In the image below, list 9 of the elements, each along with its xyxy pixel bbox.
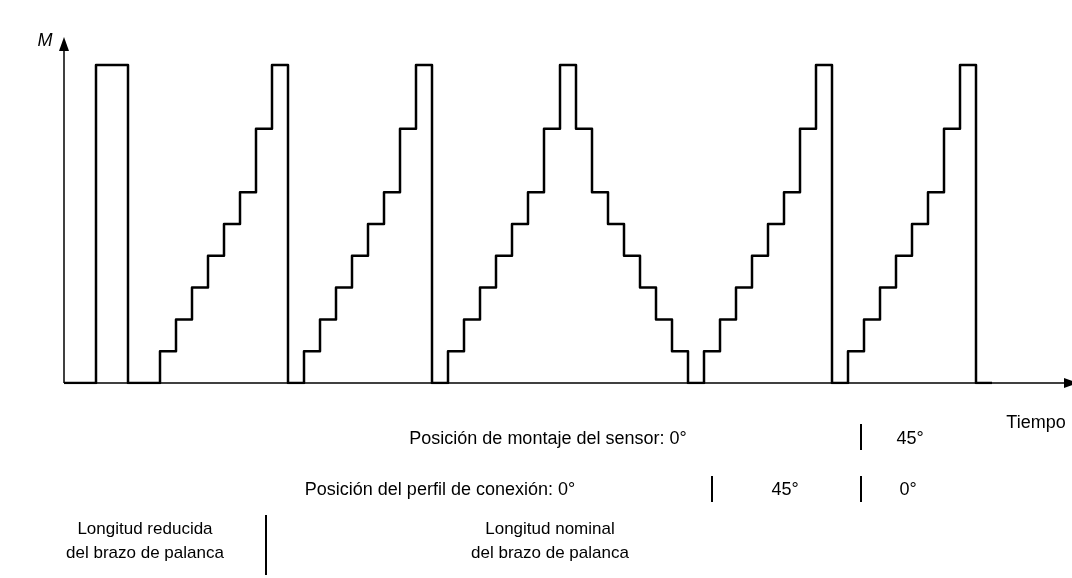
text: Posición de montaje del sensor: 0° [409,427,687,450]
text: Longitud reducida del brazo de palanca [66,518,224,564]
text: Longitud nominal del brazo de palanca [471,518,629,564]
x-axis-title: Tiempo [1006,411,1066,434]
text: 45° [771,478,799,501]
text: Posición del perfil de conexión: 0° [304,478,576,501]
text: 45° [896,427,924,450]
y-axis-title: M [37,29,53,52]
text: 0° [899,478,917,501]
